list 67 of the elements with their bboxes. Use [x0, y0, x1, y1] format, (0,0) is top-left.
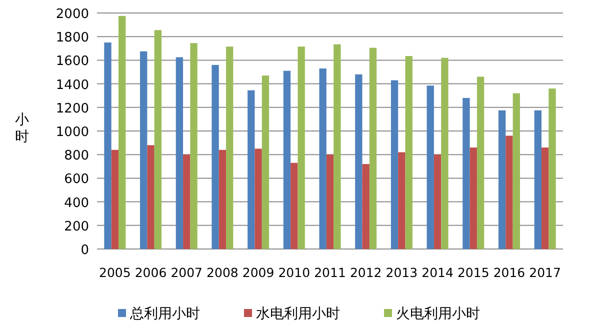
bar: [262, 76, 270, 249]
bar: [548, 88, 556, 249]
bar: [541, 148, 549, 249]
bar: [498, 110, 506, 249]
x-tick-label: 2011: [314, 265, 346, 280]
bar: [319, 68, 326, 249]
bar: [398, 152, 406, 249]
x-tick-label: 2009: [242, 265, 274, 280]
bar: [254, 148, 262, 249]
y-axis-title: 小时: [15, 112, 29, 145]
bar: [362, 164, 370, 249]
bar: [248, 90, 255, 249]
y-tick-label: 1000: [56, 125, 89, 140]
bar: [104, 42, 112, 249]
x-tick-label: 2014: [422, 265, 454, 280]
x-tick-label: 2017: [529, 265, 561, 280]
bar: [176, 57, 184, 249]
bar: [462, 98, 470, 249]
bar: [283, 70, 291, 249]
bar: [140, 51, 148, 249]
legend-label: 水电利用小时: [256, 306, 340, 322]
x-tick-label: 2007: [170, 265, 203, 280]
x-tick-label: 2015: [457, 265, 490, 280]
bar: [434, 154, 442, 249]
x-tick-label: 2008: [206, 265, 238, 280]
bar: [534, 110, 542, 249]
bar: [118, 16, 126, 249]
bar: [470, 148, 477, 249]
y-tick-label: 1800: [56, 30, 89, 46]
bar: [190, 43, 198, 249]
y-tick-label: 400: [64, 196, 89, 211]
bar: [290, 162, 298, 249]
bar: [476, 76, 484, 249]
bar: [426, 86, 434, 249]
bar: [334, 44, 341, 249]
x-tick-label: 2006: [134, 265, 167, 280]
bar: [183, 154, 190, 249]
bar: [326, 154, 334, 249]
x-tick-label: 2012: [350, 265, 382, 280]
y-tick-label: 0: [80, 243, 89, 258]
bar: [506, 136, 513, 249]
bar: [218, 150, 226, 249]
bar: [355, 74, 362, 249]
bar: [226, 46, 234, 249]
x-tick-label: 2013: [386, 265, 418, 280]
x-tick-label: 2016: [493, 265, 526, 280]
y-tick-label: 600: [64, 172, 89, 188]
bar: [111, 150, 119, 249]
bar: [147, 145, 154, 249]
y-tick-label: 1600: [56, 54, 89, 70]
x-tick-label: 2005: [99, 265, 131, 280]
bar: [390, 80, 398, 249]
y-tick-label: 1400: [56, 78, 89, 93]
bar: [405, 56, 412, 249]
y-tick-label: 1200: [56, 101, 89, 116]
y-tick-label: 800: [64, 148, 89, 164]
bar: [369, 48, 377, 249]
bar: [512, 93, 520, 249]
legend-label: 总利用小时: [129, 306, 200, 322]
bar: [441, 58, 448, 249]
bar: [154, 30, 162, 249]
legend-label: 火电利用小时: [396, 306, 480, 322]
bar: [212, 64, 219, 249]
y-tick-label: 200: [64, 219, 89, 234]
bar: [298, 46, 305, 249]
x-tick-label: 2010: [278, 265, 310, 280]
y-tick-label: 2000: [56, 7, 89, 22]
